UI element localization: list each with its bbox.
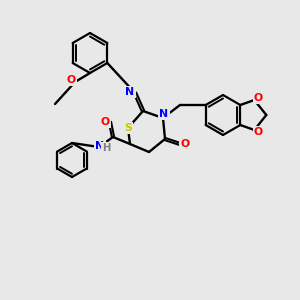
Text: N: N [159,109,169,119]
Text: S: S [124,123,132,133]
Text: O: O [254,93,263,103]
Text: H: H [102,143,110,153]
Text: N: N [95,141,105,151]
Text: O: O [180,139,190,149]
Text: N: N [125,87,135,97]
Text: O: O [66,75,76,85]
Text: O: O [254,127,263,137]
Text: O: O [100,117,109,127]
